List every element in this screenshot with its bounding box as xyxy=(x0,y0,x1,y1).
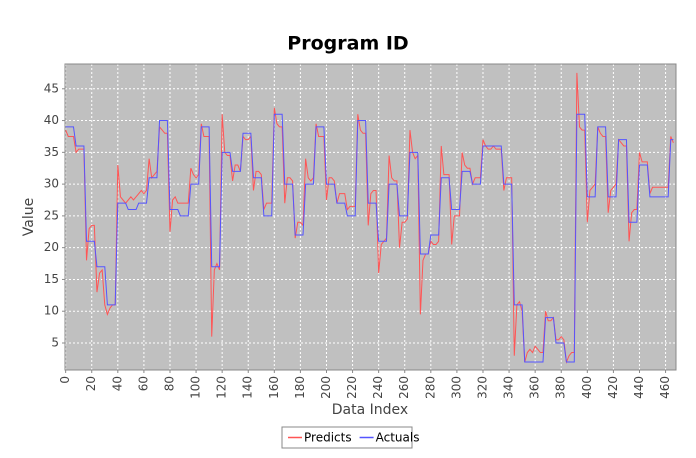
y-tick-label: 10 xyxy=(44,304,59,318)
x-tick-label: 160 xyxy=(267,376,281,399)
x-tick-label: 380 xyxy=(554,376,568,399)
x-tick-label: 120 xyxy=(215,376,229,399)
x-tick-label: 440 xyxy=(632,376,646,399)
x-tick-label: 60 xyxy=(136,376,150,391)
x-tick-label: 140 xyxy=(241,376,255,399)
x-tick-label: 200 xyxy=(319,376,333,399)
x-tick-label: 360 xyxy=(528,376,542,399)
series-line xyxy=(65,72,674,365)
x-tick-label: 280 xyxy=(423,376,437,399)
y-axis-label: Value xyxy=(21,198,37,236)
series-line xyxy=(65,113,674,363)
y-tick-label: 20 xyxy=(44,240,59,254)
x-tick-label: 400 xyxy=(580,376,594,399)
legend: Predicts Actuals xyxy=(281,426,420,449)
x-tick-label: 460 xyxy=(658,376,672,399)
plot-area xyxy=(64,63,677,371)
x-tick-label: 100 xyxy=(189,376,203,399)
y-tick-label: 45 xyxy=(44,81,59,95)
x-tick-label: 180 xyxy=(293,376,307,399)
x-axis-label: Data Index xyxy=(332,402,408,418)
x-tick-label: 40 xyxy=(110,376,124,391)
legend-label: Actuals xyxy=(376,431,420,445)
x-tick-label: 420 xyxy=(606,376,620,399)
x-tick-label: 340 xyxy=(502,376,516,399)
y-tick-label: 40 xyxy=(44,113,59,127)
x-tick-label: 0 xyxy=(58,376,72,384)
x-tick-label: 80 xyxy=(162,376,176,391)
chart-title: Program ID xyxy=(287,33,408,55)
legend-box xyxy=(281,426,413,449)
x-tick-label: 260 xyxy=(397,376,411,399)
x-tick-label: 320 xyxy=(475,376,489,399)
y-tick-label: 25 xyxy=(44,208,59,222)
y-tick-label: 35 xyxy=(44,145,59,159)
x-tick-label: 240 xyxy=(371,376,385,399)
y-tick-label: 5 xyxy=(51,335,59,349)
y-tick-label: 30 xyxy=(44,177,59,191)
x-tick-label: 220 xyxy=(345,376,359,399)
x-tick-label: 300 xyxy=(449,376,463,399)
plot-area xyxy=(64,63,677,371)
y-tick-label: 15 xyxy=(44,272,59,286)
legend-label: Predicts xyxy=(304,431,352,445)
x-tick-label: 20 xyxy=(84,376,98,391)
